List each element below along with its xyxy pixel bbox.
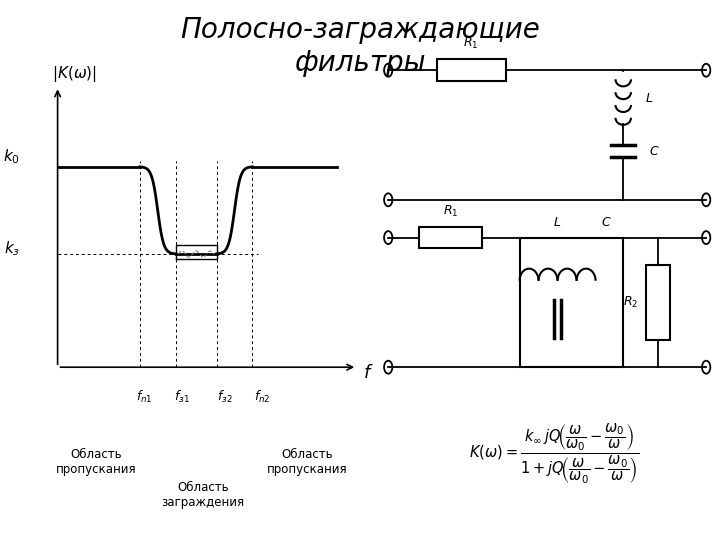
Text: $R_1$: $R_1$	[443, 204, 458, 219]
Text: Полосно-заграждающие
фильтры: Полосно-заграждающие фильтры	[180, 16, 540, 77]
Text: Область
пропускания: Область пропускания	[56, 448, 137, 476]
Text: $f$: $f$	[363, 363, 374, 382]
Text: $k_0$: $k_0$	[3, 147, 20, 166]
Text: $L$: $L$	[645, 92, 653, 105]
Text: $f_{з1}$: $f_{з1}$	[174, 389, 189, 405]
Text: $R_2$: $R_2$	[624, 295, 639, 310]
Text: $f_{n2}$: $f_{n2}$	[254, 389, 270, 405]
Text: Область
пропускания: Область пропускания	[266, 448, 347, 476]
Text: $L$: $L$	[554, 217, 562, 230]
Text: Область
заграждения: Область заграждения	[161, 481, 245, 509]
Text: $|K(\omega)|$: $|K(\omega)|$	[52, 64, 96, 84]
Bar	[646, 265, 670, 340]
Text: $C$: $C$	[600, 217, 611, 230]
Text: $C$: $C$	[649, 145, 660, 158]
Bar	[436, 59, 505, 81]
Text: $f_{n1}$: $f_{n1}$	[135, 389, 153, 405]
Bar	[520, 238, 624, 367]
Bar	[419, 227, 482, 248]
Text: $f_{з2}$: $f_{з2}$	[217, 389, 233, 405]
Text: $R_1$: $R_1$	[464, 36, 479, 51]
Text: $k_з$: $k_з$	[4, 239, 20, 258]
Text: $K(\omega) = \dfrac{k_\infty\, jQ\!\left(\dfrac{\omega}{\omega_0} - \dfrac{\omeg: $K(\omega) = \dfrac{k_\infty\, jQ\!\left…	[469, 421, 639, 486]
